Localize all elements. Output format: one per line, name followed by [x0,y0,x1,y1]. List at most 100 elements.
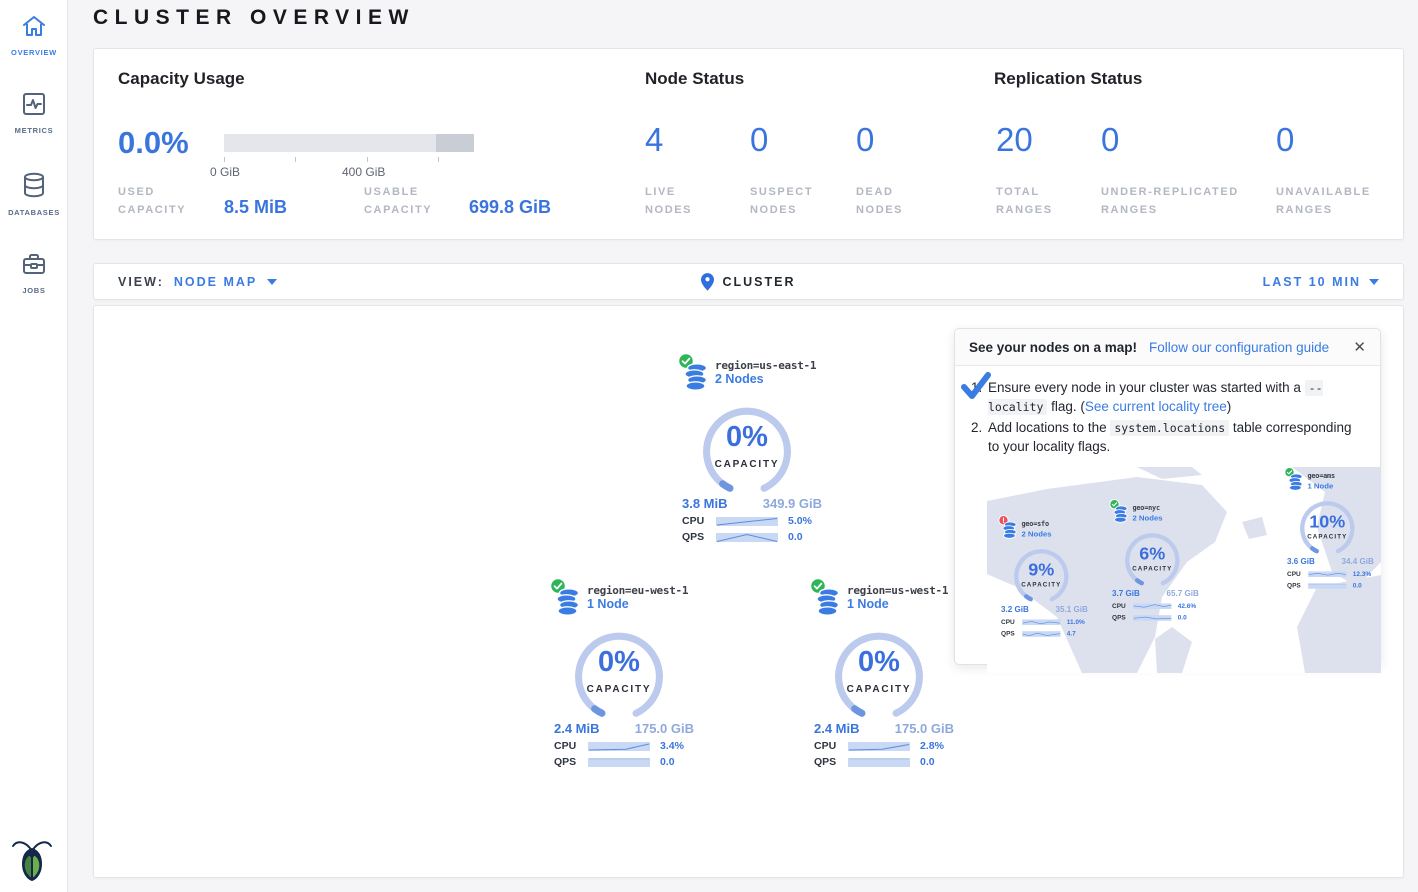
region-label: region=eu-west-1 [587,584,689,597]
used-capacity: 2.4 MiB [554,721,600,736]
cpu-sparkline [1133,603,1172,609]
region-label: region=us-east-1 [715,359,817,372]
capacity-tick [367,157,368,162]
qps-value: 0.0 [660,756,675,768]
step-text: ) [1226,399,1232,415]
usable-capacity-label: USABLE CAPACITY [364,186,433,216]
qps-value: 0.0 [1352,581,1362,590]
capacity-tick [438,157,439,162]
cpu-value: 2.8% [920,740,944,752]
node-stack-icon [684,363,708,391]
cpu-label: CPU [1112,602,1126,610]
minimap-group-geo-nyc: geo=nyc 2 Nodes 6% CAPACITY 3.7 GiB 65.7… [1109,498,1205,623]
node-stack-icon [1113,505,1128,523]
capacity-gauge-percent: 10% [1309,511,1346,532]
capacity-gauge-percent: 6% [1139,543,1166,564]
cpu-label: CPU [1001,618,1015,626]
dead-nodes-label: DEAD NODES [856,186,904,216]
under-replicated-ranges-value: 0 [1101,121,1120,158]
sidebar-item-label: OVERVIEW [11,48,57,57]
geo-label: geo=ams [1307,471,1335,480]
configuration-guide-link[interactable]: Follow our configuration guide [1149,339,1330,355]
capacity-gauge-label: CAPACITY [1021,581,1062,589]
metrics-icon [23,93,45,115]
qps-value: 0.0 [788,531,803,543]
step-text: table corresponding to your locality fla… [988,420,1352,455]
cpu-sparkline [1308,571,1347,577]
popup-title: See your nodes on a map! [969,339,1138,355]
setup-step-1: 1. Ensure every node in your cluster was… [971,378,1364,416]
breadcrumb-cluster[interactable]: CLUSTER [722,274,796,289]
geo-label: geo=sfo [1021,519,1049,528]
sidebar-item-databases[interactable]: DATABASES [0,172,68,220]
sidebar-item-overview[interactable]: OVERVIEW [0,14,68,60]
suspect-nodes-value: 0 [750,121,769,158]
capacity-gauge-label: CAPACITY [586,684,652,695]
capacity-tick [224,157,225,162]
total-capacity: 65.7 GiB [1166,588,1199,598]
cpu-label: CPU [1287,570,1301,578]
cockroachdb-logo [12,841,52,881]
cpu-label: CPU [554,740,577,752]
sidebar-item-label: JOBS [22,286,46,295]
node-stack-icon [816,588,840,616]
capacity-gauge-label: CAPACITY [846,684,912,695]
nodes-link[interactable]: 1 Node [587,597,629,611]
locality-tree-link[interactable]: See current locality tree [1084,399,1227,415]
sidebar-item-metrics[interactable]: METRICS [0,92,68,138]
map-toolbar: VIEW: NODE MAP CLUSTER LAST 10 MIN [93,263,1404,300]
nodes-count: 1 Node [1307,480,1334,490]
system-locations-code: system.locations [1110,420,1230,437]
capacity-tick [295,157,296,162]
step-text: Ensure every node in your cluster was st… [988,380,1305,395]
total-ranges-label: TOTAL RANGES [996,186,1053,216]
step-done-check-icon [961,372,991,399]
nodes-link[interactable]: 1 Node [847,597,889,611]
sidebar-item-jobs[interactable]: JOBS [0,252,68,298]
capacity-bar-reserved-segment [436,134,474,152]
capacity-gauge: 0% CAPACITY [826,626,932,719]
used-capacity: 3.8 MiB [682,496,728,511]
unavailable-ranges-value: 0 [1276,121,1295,158]
cpu-sparkline [848,741,910,751]
cpu-value: 5.0% [788,515,812,527]
time-range-selector[interactable]: LAST 10 MIN [1263,275,1379,289]
capacity-gauge-label: CAPACITY [1132,565,1173,573]
capacity-tick-label: 400 GiB [342,165,386,179]
nodes-count: 2 Nodes [1132,512,1163,522]
qps-sparkline [716,532,778,542]
node-stack-icon [1002,521,1017,539]
dead-nodes-value: 0 [856,121,875,158]
cpu-sparkline [588,741,650,751]
page-title: CLUSTER OVERVIEW [93,6,415,29]
qps-label: QPS [1287,581,1301,590]
capacity-gauge-label: CAPACITY [714,459,780,470]
node-stack-icon [1288,473,1303,491]
cpu-value: 3.4% [660,740,684,752]
step-number: 2. [971,420,983,436]
cpu-value: 42.6% [1177,602,1197,610]
qps-sparkline [588,757,650,767]
capacity-gauge: 9% CAPACITY [1008,545,1074,603]
chevron-down-icon[interactable] [267,278,278,285]
view-selector[interactable]: NODE MAP [173,274,258,289]
node-stack-icon [556,588,580,616]
cluster-summary-panel: Capacity Usage 0.0% 0 GiB 400 GiB USED C… [93,48,1404,240]
map-pin-icon [701,272,715,291]
capacity-gauge-percent: 9% [1028,559,1055,580]
under-replicated-ranges-label: UNDER-REPLICATED RANGES [1101,186,1239,216]
nodes-link[interactable]: 2 Nodes [715,372,764,386]
qps-label: QPS [1001,629,1015,638]
home-icon [23,16,45,36]
unavailable-ranges-label: UNAVAILABLE RANGES [1276,186,1371,216]
sidebar-item-label: METRICS [14,126,54,135]
time-range-value[interactable]: LAST 10 MIN [1262,274,1361,289]
replication-status-title: Replication Status [994,69,1143,88]
usable-capacity-value: 699.8 GiB [469,197,552,217]
node-status-title: Node Status [645,69,745,88]
close-icon[interactable]: ✕ [1353,338,1366,356]
node-map-panel: region=us-east-1 2 Nodes 0% CAPACITY 3.8… [93,305,1404,878]
qps-sparkline [1308,583,1347,589]
briefcase-icon [23,254,45,274]
chevron-down-icon[interactable] [1369,278,1379,285]
